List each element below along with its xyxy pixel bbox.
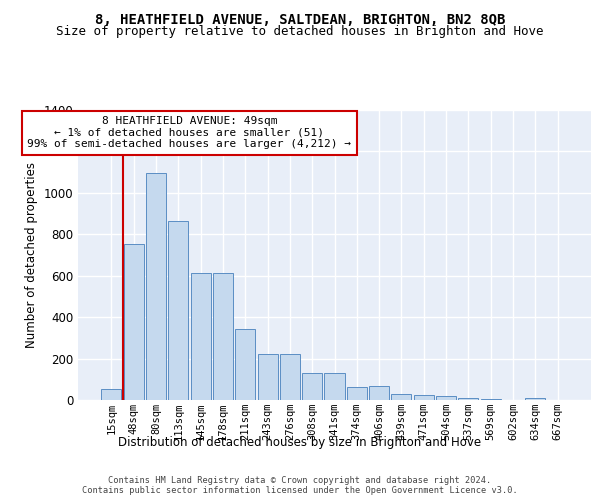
Bar — [414, 395, 434, 400]
Text: 8 HEATHFIELD AVENUE: 49sqm
← 1% of detached houses are smaller (51)
99% of semi-: 8 HEATHFIELD AVENUE: 49sqm ← 1% of detac… — [28, 116, 352, 150]
Bar — [391, 394, 412, 400]
Bar — [124, 244, 144, 400]
Bar — [436, 396, 456, 400]
Text: Size of property relative to detached houses in Brighton and Hove: Size of property relative to detached ho… — [56, 25, 544, 38]
Bar — [280, 354, 300, 400]
Text: 8, HEATHFIELD AVENUE, SALTDEAN, BRIGHTON, BN2 8QB: 8, HEATHFIELD AVENUE, SALTDEAN, BRIGHTON… — [95, 12, 505, 26]
Bar — [458, 398, 478, 400]
Bar — [257, 354, 278, 400]
Bar — [213, 272, 233, 400]
Text: Distribution of detached houses by size in Brighton and Hove: Distribution of detached houses by size … — [118, 436, 482, 449]
Bar — [146, 173, 166, 400]
Bar — [369, 386, 389, 400]
Bar — [302, 373, 322, 400]
Bar — [525, 398, 545, 400]
Bar — [325, 373, 344, 400]
Bar — [235, 328, 255, 400]
Bar — [168, 221, 188, 400]
Bar — [347, 387, 367, 400]
Y-axis label: Number of detached properties: Number of detached properties — [25, 162, 38, 348]
Text: Contains HM Land Registry data © Crown copyright and database right 2024.
Contai: Contains HM Land Registry data © Crown c… — [82, 476, 518, 495]
Bar — [191, 272, 211, 400]
Bar — [481, 399, 501, 400]
Bar — [101, 389, 121, 400]
